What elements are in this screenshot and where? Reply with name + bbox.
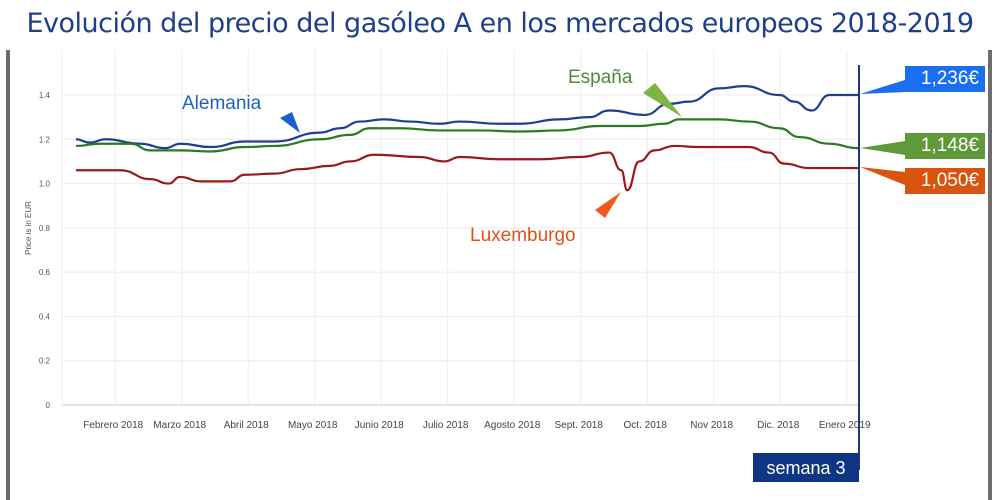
semana-marker-box — [753, 453, 859, 482]
luxemburgo-badge-pointer — [860, 167, 905, 185]
left-frame — [6, 50, 10, 500]
x-tick-label: Oct. 2018 — [624, 420, 668, 431]
espana-callout-pointer — [643, 83, 682, 117]
espana-price-badge: 1,148€ — [905, 133, 985, 159]
y-axis-label: Price is in EUR — [24, 201, 33, 255]
x-tick-label: Mayo 2018 — [288, 420, 338, 431]
x-tick-label: Sept. 2018 — [555, 420, 604, 431]
x-tick-label: Nov 2018 — [690, 420, 733, 431]
espana-badge-pointer — [860, 141, 905, 155]
luxemburgo-callout-pointer — [595, 192, 621, 218]
series-line-luxemburgo — [75, 144, 858, 192]
x-tick-label: Marzo 2018 — [153, 420, 206, 431]
alemania-price-badge: 1,236€ — [905, 66, 985, 92]
x-tick-label: Dic. 2018 — [757, 420, 800, 431]
y-tick-label: 0.6 — [39, 268, 51, 277]
series-line-alemania — [75, 85, 858, 150]
y-tick-label: 0.4 — [39, 312, 51, 321]
y-tick-label: 1.4 — [39, 91, 51, 100]
alemania-badge-pointer — [860, 80, 905, 94]
x-tick-label: Enero 2019 — [819, 420, 871, 431]
y-tick-label: 0.2 — [39, 357, 51, 366]
right-frame — [988, 50, 992, 500]
x-tick-label: Junio 2018 — [355, 420, 404, 431]
y-tick-label: 1.0 — [39, 180, 51, 189]
chart-title: Evolución del precio del gasóleo A en lo… — [26, 8, 974, 39]
luxemburgo-price-badge: 1,050€ — [905, 168, 985, 194]
x-tick-label: Agosto 2018 — [484, 420, 541, 431]
alemania-callout-pointer — [280, 112, 300, 133]
x-tick-label: Febrero 2018 — [83, 420, 143, 431]
x-tick-label: Julio 2018 — [423, 420, 469, 431]
semana-marker-label: semana 3 — [766, 458, 845, 478]
y-tick-label: 0 — [46, 401, 51, 410]
x-tick-label: Abril 2018 — [224, 420, 269, 431]
alemania-callout-label: Alemania — [182, 93, 262, 114]
y-tick-label: 1.2 — [39, 135, 51, 144]
series-line-espana — [75, 118, 859, 153]
espana-callout-label: España — [568, 67, 633, 88]
y-tick-label: 0.8 — [39, 224, 51, 233]
luxemburgo-callout-label: Luxemburgo — [470, 225, 576, 246]
